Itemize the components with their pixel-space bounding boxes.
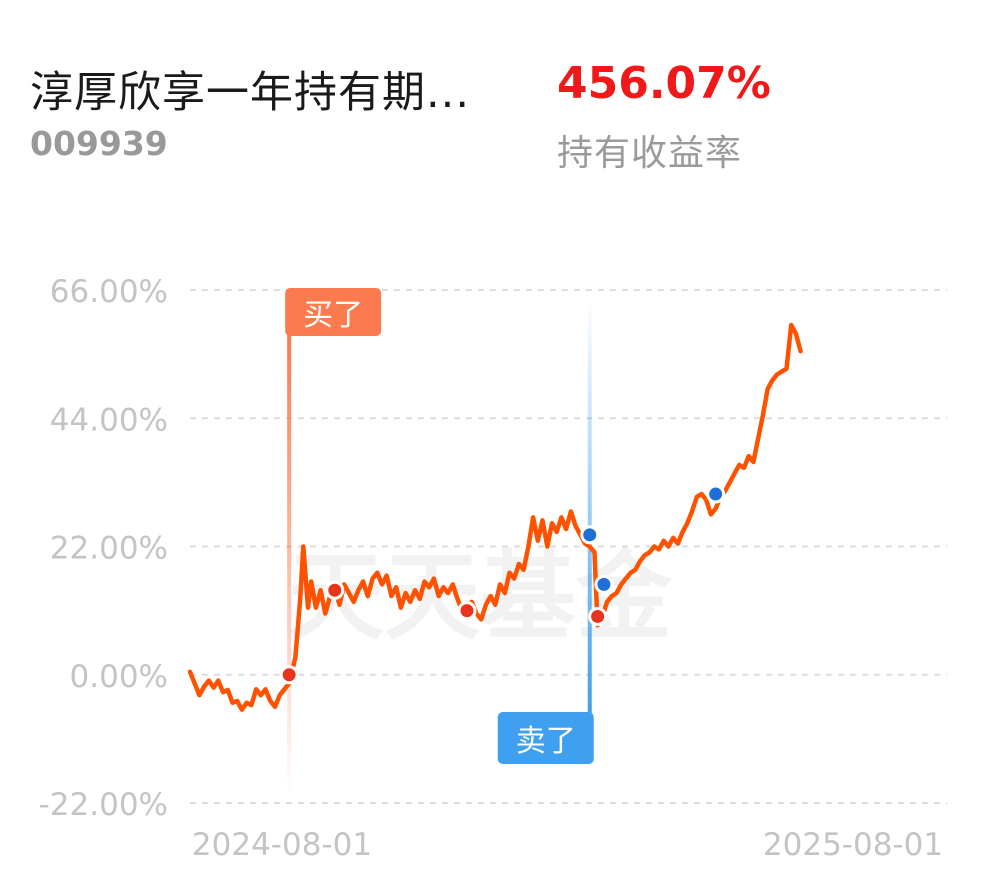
- fund-code: 009939: [30, 124, 168, 163]
- fund-name: 淳厚欣享一年持有期...: [30, 68, 471, 118]
- sell-badge-label: 卖了: [516, 724, 576, 759]
- x-tick-label: 2024-08-01: [192, 827, 372, 863]
- buy-badge-label: 买了: [303, 298, 363, 333]
- sell-callout-line: [587, 298, 592, 713]
- buy-marker: [457, 601, 477, 621]
- buy-marker: [588, 606, 608, 626]
- trade-callout-lines: [287, 298, 592, 797]
- sell-marker: [594, 574, 614, 594]
- sell-marker: [706, 484, 726, 504]
- x-tick-label: 2025-08-01: [763, 827, 943, 863]
- trade-markers: [279, 484, 726, 685]
- buy-marker: [325, 580, 345, 600]
- y-tick-label: 22.00%: [50, 531, 168, 567]
- y-tick-label: 0.00%: [70, 659, 168, 695]
- series-layer: [187, 322, 803, 712]
- holding-return-label: 持有收益率: [557, 133, 743, 174]
- x-axis: 2024-08-01 2025-08-01: [192, 827, 943, 863]
- holding-return-value: 456.07%: [557, 58, 771, 109]
- sell-badge-bg: [497, 712, 594, 764]
- buy-callout-badge: 买了: [285, 288, 382, 336]
- sell-marker: [580, 525, 600, 545]
- y-tick-label: -22.00%: [39, 787, 168, 823]
- y-axis: 66.00% 44.00% 22.00% 0.00% -22.00%: [39, 274, 168, 823]
- buy-badge-bg: [285, 288, 382, 336]
- buy-callout-line: [287, 334, 292, 797]
- y-tick-label: 66.00%: [50, 274, 168, 310]
- return-series-line: [187, 322, 803, 712]
- sell-callout-badge: 卖了: [497, 712, 594, 764]
- buy-marker: [279, 665, 299, 685]
- y-tick-label: 44.00%: [50, 402, 168, 438]
